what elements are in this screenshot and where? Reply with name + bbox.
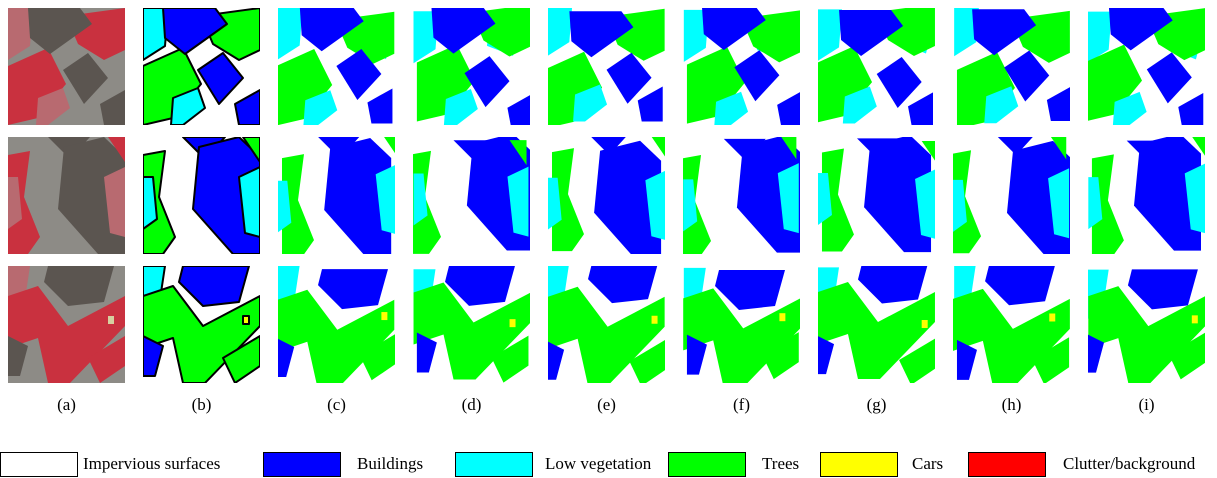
image-content (544, 4, 665, 129)
region (1192, 315, 1198, 323)
figure: (a) (b) (c) (d) (e) (f) (g) (h) (i) Impervious su… (0, 0, 1217, 478)
column-label: (e) (597, 395, 616, 414)
image-cell (679, 134, 804, 258)
image-content (814, 4, 935, 127)
image-cell (1088, 134, 1209, 258)
image-content (143, 137, 260, 254)
image-cell (413, 266, 531, 383)
image-cell (683, 266, 800, 385)
image-cell (143, 8, 260, 125)
image-content (818, 135, 939, 254)
column-label: (f) (733, 395, 750, 414)
image-cell (1084, 4, 1205, 129)
image-content (274, 266, 396, 387)
image-cell (953, 262, 1070, 386)
image-cell (143, 266, 260, 383)
image-cell (548, 133, 669, 258)
image-content (544, 262, 666, 386)
legend-swatch (669, 453, 746, 477)
image-cell (544, 262, 666, 386)
image-content (413, 266, 531, 383)
image-content (953, 262, 1070, 386)
image-cell (8, 266, 125, 383)
image-content (679, 134, 804, 258)
image-content (274, 5, 395, 127)
image-content (277, 133, 398, 257)
region (1049, 313, 1055, 321)
image-content (1084, 4, 1205, 129)
region (243, 316, 249, 324)
legend-label: Impervious surfaces (83, 454, 220, 473)
region (652, 316, 658, 324)
image-cell (1084, 266, 1206, 383)
image-content (1084, 266, 1206, 383)
legend-swatch (969, 453, 1046, 477)
image-cell (8, 137, 125, 254)
legend-label: Trees (762, 454, 799, 473)
column-label: (b) (192, 395, 212, 414)
image-cell (274, 5, 395, 127)
image-content (143, 8, 260, 125)
column-label: (g) (867, 395, 887, 414)
column-label: (a) (57, 395, 76, 414)
legend-swatch (264, 453, 341, 477)
image-cell (683, 4, 802, 129)
legend-swatch (821, 453, 898, 477)
image-cell (544, 4, 665, 129)
image-content (413, 5, 532, 129)
image-cell (818, 135, 939, 254)
image-content (8, 137, 125, 254)
image-cell (274, 266, 396, 387)
image-content (949, 133, 1074, 258)
legend-label: Low vegetation (545, 454, 652, 473)
column-label: (d) (462, 395, 482, 414)
region (510, 319, 516, 327)
image-content (548, 133, 669, 258)
image-cell (8, 8, 125, 125)
column-label: (i) (1138, 395, 1154, 414)
image-cell (814, 4, 935, 127)
image-cell (814, 264, 936, 385)
region (381, 312, 387, 320)
image-cell (949, 133, 1074, 258)
image-content (8, 8, 125, 125)
legend-swatch (1, 453, 78, 477)
image-content (683, 4, 802, 129)
image-cell (277, 133, 398, 257)
region (779, 313, 785, 321)
image-cell (413, 5, 532, 129)
image-content (814, 264, 936, 385)
legend-label: Buildings (357, 454, 423, 473)
legend-swatch (456, 453, 533, 477)
image-content (409, 133, 534, 254)
image-content (683, 266, 800, 385)
region (108, 316, 114, 324)
region (922, 320, 928, 328)
legend-label: Cars (912, 454, 943, 473)
image-content (953, 4, 1072, 129)
image-content (8, 266, 125, 383)
legend-label: Clutter/background (1063, 454, 1196, 473)
column-label: (c) (327, 395, 346, 414)
image-cell (953, 4, 1072, 129)
image-content (143, 266, 260, 383)
image-cell (409, 133, 534, 254)
image-content (1088, 134, 1209, 258)
column-label: (h) (1002, 395, 1022, 414)
image-cell (143, 137, 260, 254)
